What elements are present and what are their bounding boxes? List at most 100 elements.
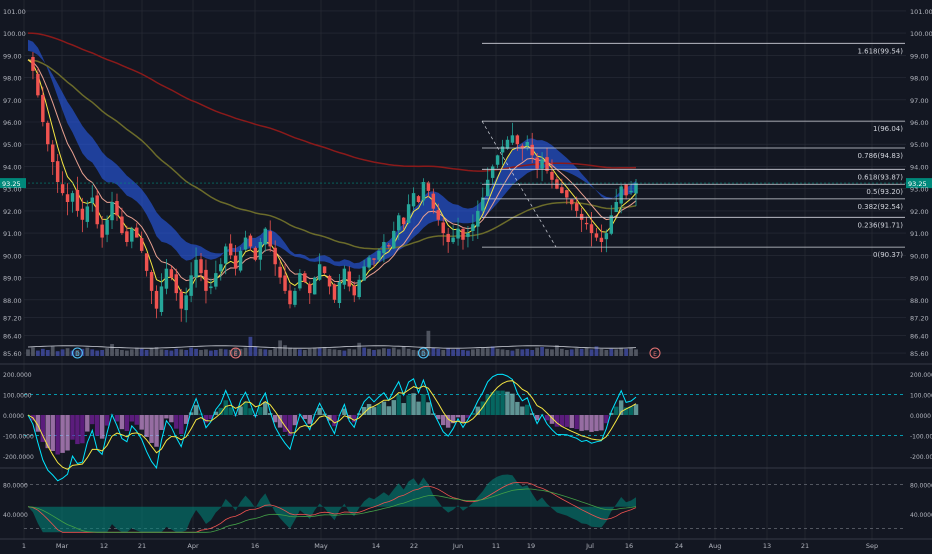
oscillator1-tick-label-right: 0.0000 [910, 413, 931, 420]
candle-body [298, 273, 301, 288]
candle-body [570, 200, 573, 205]
candle-body [481, 198, 484, 211]
volume-bar [402, 346, 406, 356]
volume-bar [397, 349, 401, 356]
oscillator1-histogram-bar [377, 404, 381, 415]
candle-body [120, 217, 123, 234]
candle-body [338, 282, 341, 303]
volume-bar [273, 348, 277, 356]
candle-body [590, 224, 593, 233]
volume-bar [110, 344, 114, 356]
oscillator1-histogram-bar [169, 415, 173, 422]
volume-bar [293, 349, 297, 356]
volume-bar [431, 348, 435, 356]
oscillator1-histogram-bar [579, 415, 583, 431]
candle-body [293, 291, 296, 305]
candle-body [199, 259, 202, 273]
price-tick-label-right: 97.00 [910, 97, 929, 105]
candle-body [550, 172, 553, 180]
candle-body [254, 248, 257, 260]
candle-body [624, 185, 627, 196]
oscillator1-histogram-bar [495, 391, 499, 415]
volume-bar [204, 349, 208, 356]
oscillator1-histogram-bar [223, 400, 227, 415]
candle-body [367, 258, 370, 268]
price-tick-label-right: 98.00 [910, 75, 929, 83]
volume-bar [481, 348, 485, 356]
volume-bar [377, 349, 381, 356]
oscillator1-histogram-bar [505, 392, 509, 415]
volume-bar [323, 347, 327, 356]
volume-bar [387, 349, 391, 356]
volume-bar [491, 346, 495, 356]
oscillator1-histogram-bar [115, 415, 119, 421]
oscillator1-histogram-bar [308, 415, 312, 424]
oscillator1-histogram-bar [65, 415, 69, 450]
oscillator1-histogram-bar [263, 402, 267, 415]
candle-body [560, 187, 563, 193]
volume-bar [367, 349, 371, 356]
candle-body [194, 260, 197, 278]
candle-body [580, 214, 583, 220]
oscillator1-histogram-bar [525, 405, 529, 415]
candle-body [66, 194, 69, 202]
candle-body [31, 57, 34, 71]
candle-body [466, 233, 469, 237]
candle-body [451, 238, 454, 243]
volume-bar [313, 348, 317, 356]
volume-bar [199, 350, 203, 356]
price-tick-label-right: 89.00 [910, 275, 929, 283]
oscillator1-histogram-bar [520, 406, 524, 415]
candle-body [313, 278, 316, 295]
volume-bar [525, 349, 529, 356]
oscillator1-histogram-bar [614, 407, 618, 415]
oscillator1-histogram-bar [293, 415, 297, 425]
volume-bar [174, 349, 178, 356]
volume-bar [614, 349, 618, 356]
oscillator1-tick-label-right: -200.0000 [910, 454, 932, 461]
oscillator1-histogram-bar [441, 415, 445, 425]
oscillator1-histogram-bar [594, 415, 598, 431]
volume-bar [555, 345, 559, 356]
price-tick-label-left: 85.60 [3, 350, 22, 358]
candle-body [46, 123, 49, 144]
candle-body [214, 273, 217, 287]
fib-level-label: 0.382(92.54) [857, 203, 903, 211]
volume-bar [407, 349, 411, 356]
volume-bar [545, 349, 549, 356]
oscillator1-histogram-bar [154, 415, 158, 447]
price-tick-label-right: 96.00 [910, 119, 929, 127]
candle-body [565, 190, 568, 197]
volume-bar [283, 345, 287, 356]
candle-body [273, 248, 276, 264]
price-tick-label-right: 101.00 [910, 8, 932, 16]
candle-body [491, 166, 494, 177]
volume-bar [362, 348, 366, 356]
volume-bar [288, 348, 292, 356]
oscillator1-histogram-bar [421, 394, 425, 415]
volume-bar [189, 348, 193, 356]
oscillator1-histogram-bar [194, 405, 198, 415]
candle-body [100, 225, 103, 238]
volume-bar [105, 348, 109, 356]
volume-bar [624, 349, 628, 356]
candle-body [422, 182, 425, 200]
volume-bar [268, 350, 272, 356]
candle-body [209, 286, 212, 288]
volume-bar [179, 349, 183, 356]
oscillator1-histogram-bar [599, 415, 603, 430]
candle-body [461, 229, 464, 240]
candle-body [41, 95, 44, 122]
oscillator1-histogram-bar [426, 402, 430, 415]
price-tick-label-left: 94.00 [3, 163, 22, 171]
candle-body [629, 191, 632, 192]
oscillator1-tick-label-right: 200.0000 [910, 372, 932, 379]
price-tick-label-left: 99.00 [3, 52, 22, 60]
oscillator1-histogram-bar [406, 395, 410, 415]
candle-body [610, 215, 613, 233]
candle-body [86, 206, 89, 221]
oscillator1-tick-label-left: 0.0000 [3, 413, 24, 420]
candle-body [348, 271, 351, 286]
